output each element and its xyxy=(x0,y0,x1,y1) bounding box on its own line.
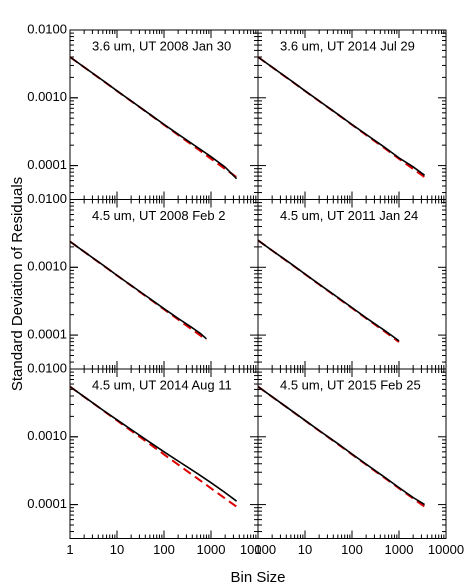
x-tick-label: 100 xyxy=(153,542,175,557)
y-axis-label: Standard Deviation of Residuals xyxy=(9,177,26,391)
y-tick-label: 0.0001 xyxy=(27,496,67,511)
x-axis-label: Bin Size xyxy=(230,569,285,586)
panel-label: 3.6 um, UT 2008 Jan 30 xyxy=(92,38,231,53)
y-tick-label: 0.0001 xyxy=(27,157,67,172)
y-tick-label: 0.0010 xyxy=(27,428,67,443)
x-tick-label: 100 xyxy=(341,542,363,557)
plot-frame xyxy=(69,29,259,200)
x-tick-label: 10 xyxy=(298,542,312,557)
x-tick-label: 1000 xyxy=(385,542,414,557)
data-line xyxy=(69,240,207,340)
x-tick-label: 1000 xyxy=(197,542,226,557)
y-tick-label: 0.0100 xyxy=(27,191,67,206)
panel-label: 4.5 um, UT 2008 Feb 2 xyxy=(92,208,225,223)
y-tick-label: 0.0100 xyxy=(27,360,67,375)
y-tick-label: 0.0001 xyxy=(27,327,67,342)
x-tick-label: 10000 xyxy=(428,542,464,557)
data-line xyxy=(257,56,426,176)
x-tick-label: 1 xyxy=(66,542,73,557)
data-line xyxy=(257,239,400,342)
x-tick-label: 10000 xyxy=(240,542,276,557)
panel-label: 4.5 um, UT 2015 Feb 25 xyxy=(280,377,421,392)
data-line xyxy=(69,56,238,180)
x-tick-label: 10 xyxy=(110,542,124,557)
panel-label: 3.6 um, UT 2014 Jul 29 xyxy=(280,38,415,53)
y-tick-label: 0.0100 xyxy=(27,21,67,36)
data-line xyxy=(69,385,238,502)
panel-label: 4.5 um, UT 2011 Jan 24 xyxy=(280,208,418,223)
plot-frame xyxy=(257,199,447,370)
plot-frame xyxy=(257,29,447,200)
y-tick-label: 0.0010 xyxy=(27,89,67,104)
data-line xyxy=(257,385,426,506)
y-tick-label: 0.0010 xyxy=(27,259,67,274)
panel-label: 4.5 um, UT 2014 Aug 11 xyxy=(92,377,232,392)
x-tick-label: 1 xyxy=(254,542,261,557)
plot-frame xyxy=(69,199,259,370)
